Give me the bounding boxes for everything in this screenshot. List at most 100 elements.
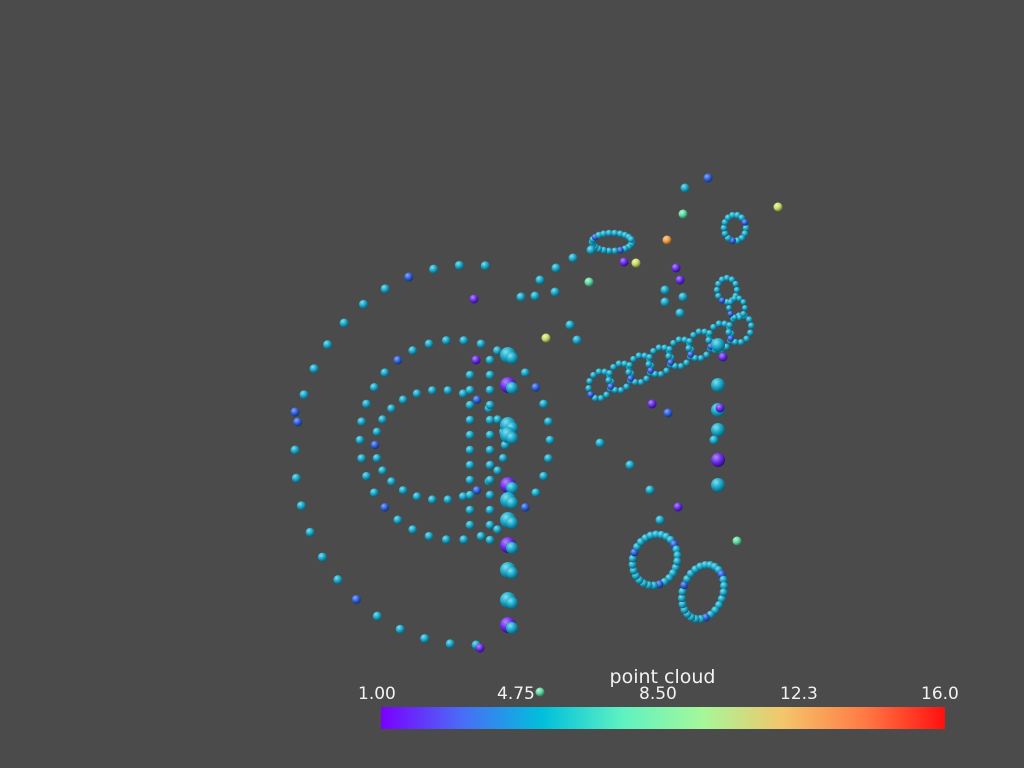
point-marker xyxy=(748,322,755,329)
point-marker xyxy=(637,378,645,386)
point-marker xyxy=(715,320,723,328)
point-marker xyxy=(715,403,725,413)
point-marker xyxy=(475,643,485,653)
point-marker xyxy=(420,634,430,644)
point-marker xyxy=(630,355,637,363)
point-marker xyxy=(711,453,725,467)
point-marker xyxy=(746,316,753,323)
point-marker xyxy=(675,275,685,285)
point-marker xyxy=(660,297,670,307)
point-marker xyxy=(387,477,396,486)
colorbar-gradient xyxy=(381,707,945,729)
point-marker xyxy=(605,377,612,384)
point-marker xyxy=(742,305,748,311)
point-marker xyxy=(393,515,403,525)
point-marker xyxy=(695,328,703,336)
point-marker xyxy=(671,362,679,370)
point-marker xyxy=(372,611,382,621)
point-marker xyxy=(597,394,605,402)
point-marker xyxy=(737,338,745,346)
point-marker xyxy=(673,551,682,560)
point-marker xyxy=(625,460,635,470)
colorbar-tick-label: 1.00 xyxy=(358,684,396,704)
point-marker xyxy=(412,389,422,398)
point-marker xyxy=(296,501,306,511)
point-marker xyxy=(387,404,396,413)
point-marker xyxy=(551,263,561,273)
point-marker xyxy=(665,353,672,360)
point-marker xyxy=(506,497,518,509)
point-marker xyxy=(485,430,495,440)
point-marker xyxy=(472,486,482,495)
point-marker xyxy=(530,291,540,301)
point-marker xyxy=(493,525,502,534)
point-marker xyxy=(380,503,390,512)
point-marker xyxy=(709,435,719,445)
point-marker xyxy=(506,517,518,529)
point-marker xyxy=(606,369,613,377)
point-marker xyxy=(458,492,468,501)
point-marker xyxy=(727,299,734,306)
point-marker xyxy=(378,415,387,424)
point-marker xyxy=(485,505,495,515)
point-marker xyxy=(485,385,495,395)
colorbar-tick-label: 12.3 xyxy=(780,684,818,704)
point-marker xyxy=(454,260,464,270)
point-marker xyxy=(721,230,729,238)
point-marker xyxy=(584,277,594,287)
point-marker xyxy=(398,486,408,495)
point-marker xyxy=(459,336,469,345)
point-marker xyxy=(627,236,635,243)
point-marker xyxy=(506,542,518,554)
point-marker xyxy=(395,624,405,634)
point-marker xyxy=(706,329,713,337)
point-marker xyxy=(520,503,530,512)
point-marker xyxy=(666,345,673,353)
point-marker xyxy=(516,292,526,302)
point-marker xyxy=(725,329,732,336)
point-marker xyxy=(429,264,439,274)
point-marker xyxy=(424,531,434,541)
point-marker xyxy=(299,390,309,400)
point-marker xyxy=(290,445,300,455)
point-marker xyxy=(663,408,673,418)
point-marker xyxy=(742,224,750,232)
point-marker xyxy=(485,475,495,485)
point-marker xyxy=(427,495,437,504)
point-marker xyxy=(657,370,665,378)
colorbar-tick-label: 8.50 xyxy=(639,684,677,704)
point-marker xyxy=(339,318,349,328)
point-marker xyxy=(531,383,541,392)
point-marker xyxy=(677,362,685,370)
point-marker xyxy=(485,535,495,545)
point-marker xyxy=(568,253,578,263)
point-marker xyxy=(541,333,551,343)
point-marker xyxy=(610,363,617,371)
point-marker xyxy=(427,386,437,395)
point-marker xyxy=(485,490,495,500)
point-marker xyxy=(678,209,688,219)
point-marker xyxy=(404,272,414,282)
point-marker xyxy=(611,386,619,394)
point-marker xyxy=(333,575,343,585)
point-marker xyxy=(711,478,725,492)
point-marker xyxy=(740,310,747,317)
point-marker xyxy=(723,274,731,282)
point-marker xyxy=(611,229,619,237)
point-marker xyxy=(736,295,743,302)
point-marker xyxy=(643,375,650,383)
point-marker xyxy=(305,527,315,537)
point-marker xyxy=(646,353,653,361)
point-marker xyxy=(465,370,475,380)
point-marker xyxy=(603,391,610,399)
point-marker xyxy=(675,336,683,344)
point-marker xyxy=(691,354,699,362)
point-marker xyxy=(605,247,613,255)
point-marker xyxy=(732,280,739,288)
point-marker xyxy=(586,377,593,385)
point-marker xyxy=(539,471,548,481)
point-marker xyxy=(720,581,729,590)
point-marker xyxy=(731,338,739,346)
